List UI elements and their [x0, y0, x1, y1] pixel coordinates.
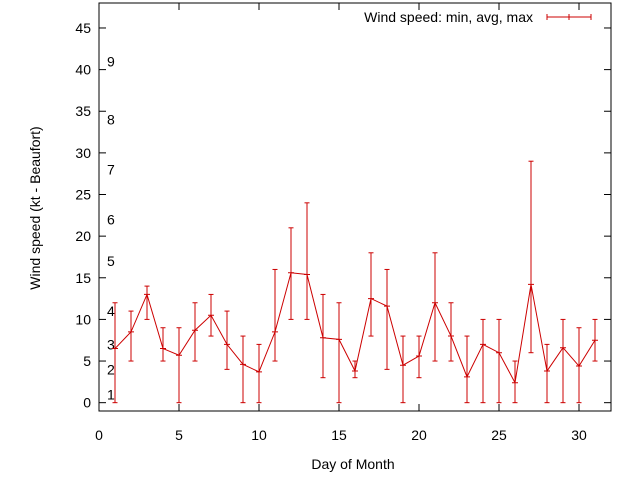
- y-tick-label: 25: [75, 187, 91, 203]
- plot-frame: [98, 2, 612, 412]
- x-tick-label: 30: [571, 427, 587, 443]
- avg-points: [112, 269, 598, 386]
- beaufort-label: 3: [107, 336, 115, 352]
- avg-point: [576, 363, 582, 370]
- avg-point: [336, 336, 342, 343]
- beaufort-label: 6: [107, 211, 115, 227]
- x-tick-label: 25: [491, 427, 507, 443]
- avg-point: [384, 303, 390, 310]
- avg-point: [272, 328, 278, 335]
- avg-point: [176, 352, 182, 359]
- beaufort-label: 8: [107, 112, 115, 128]
- beaufort-label: 9: [107, 53, 115, 69]
- avg-point: [144, 291, 150, 298]
- x-axis-label: Day of Month: [311, 456, 394, 472]
- avg-point: [448, 333, 454, 340]
- avg-point: [304, 271, 310, 278]
- avg-point: [352, 368, 358, 375]
- y-tick-label: 45: [75, 20, 91, 36]
- y-tick-label: 20: [75, 228, 91, 244]
- beaufort-label: 5: [107, 253, 115, 269]
- beaufort-label: 4: [107, 303, 115, 319]
- avg-point: [496, 349, 502, 356]
- legend-label: Wind speed: min, avg, max: [364, 9, 533, 25]
- avg-point: [112, 345, 118, 352]
- avg-point: [512, 379, 518, 386]
- avg-point: [560, 344, 566, 351]
- y-tick-label: 40: [75, 62, 91, 78]
- avg-point: [464, 373, 470, 380]
- beaufort-scale-labels: 1 2 3 4 5 6 7 8 9: [107, 53, 115, 402]
- beaufort-label: 7: [107, 162, 115, 178]
- avg-point: [320, 334, 326, 341]
- y-tick-label: 15: [75, 270, 91, 286]
- avg-point: [192, 327, 198, 334]
- avg-point: [256, 368, 262, 375]
- error-bars: [112, 160, 598, 404]
- x-tick-label: 0: [95, 427, 103, 443]
- avg-point: [480, 341, 486, 348]
- y-tick-label: 0: [83, 395, 91, 411]
- avg-point: [368, 295, 374, 302]
- avg-point: [128, 328, 134, 335]
- y-tick-label: 5: [83, 353, 91, 369]
- beaufort-label: 1: [107, 386, 115, 402]
- legend: Wind speed: min, avg, max: [364, 9, 592, 25]
- y-tick-label: 35: [75, 103, 91, 119]
- avg-point: [416, 353, 422, 360]
- avg-point: [592, 337, 598, 344]
- avg-point: [208, 312, 214, 319]
- x-tick-label: 20: [411, 427, 427, 443]
- avg-point: [160, 345, 166, 352]
- x-tick-label: 10: [251, 427, 267, 443]
- y-tick-label: 30: [75, 145, 91, 161]
- avg-point: [400, 362, 406, 369]
- avg-point: [544, 368, 550, 375]
- legend-key: [546, 14, 592, 20]
- avg-point: [288, 269, 294, 276]
- y-tick-label: 10: [75, 311, 91, 327]
- beaufort-label: 2: [107, 361, 115, 377]
- y-axis-label: Wind speed (kt - Beaufort): [27, 126, 43, 289]
- avg-point: [224, 341, 230, 348]
- x-tick-label: 15: [331, 427, 347, 443]
- avg-point: [240, 361, 246, 368]
- x-tick-label: 5: [175, 427, 183, 443]
- avg-point: [528, 281, 534, 288]
- avg-point: [432, 299, 438, 306]
